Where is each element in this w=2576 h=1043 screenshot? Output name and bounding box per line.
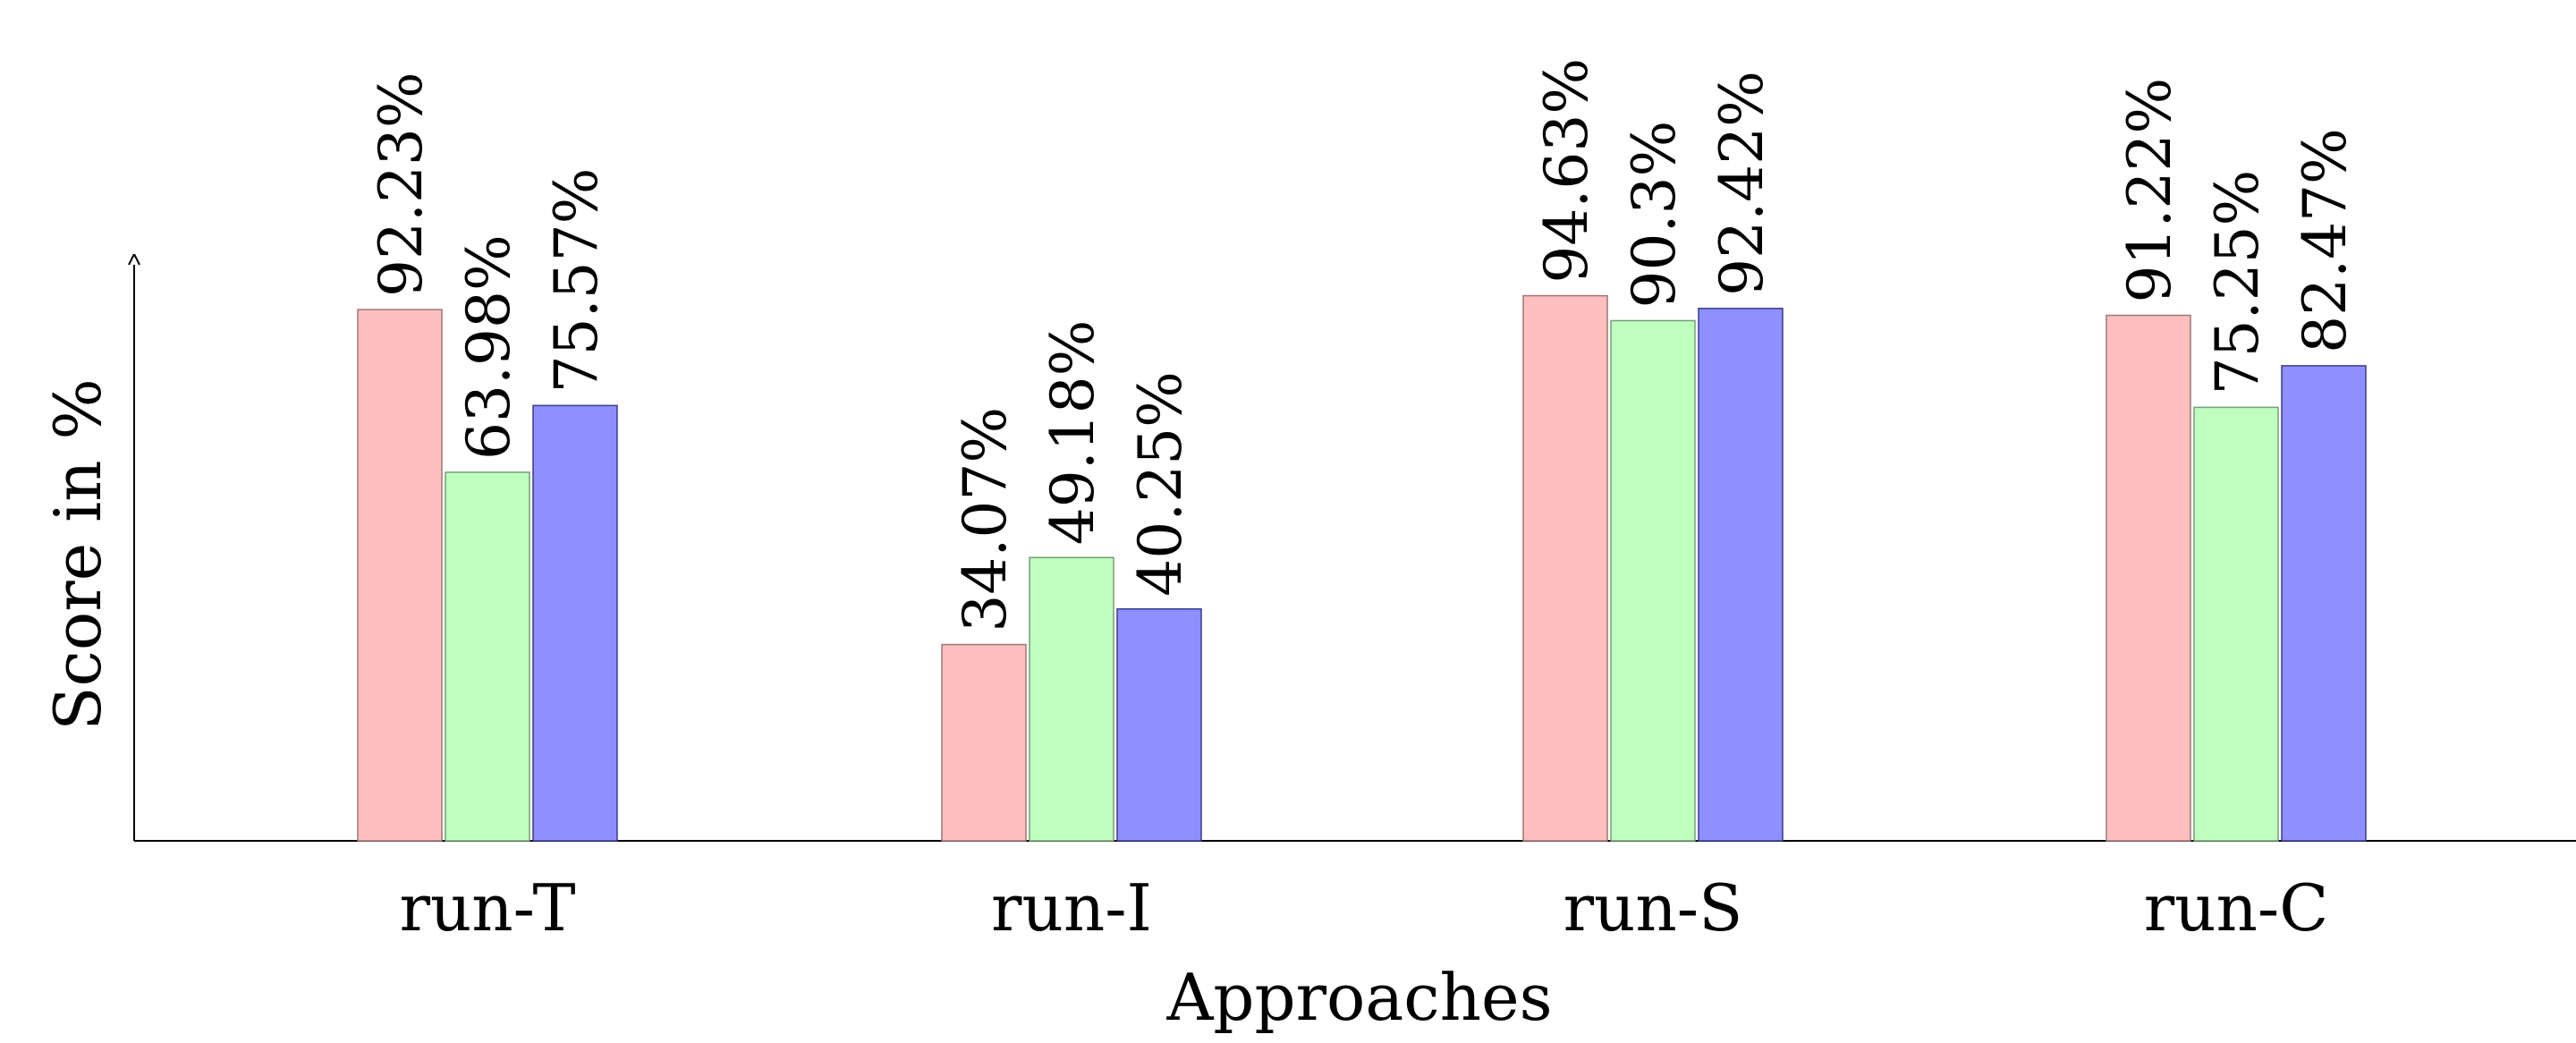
- bar-run-T-s1: [357, 309, 443, 842]
- value-labels-group: 92.23% 63.98% 75.57% 34.07% 49.18% 40.25% 94.6…: [367, 58, 2360, 632]
- value-label-run-T-s3: 75.57%: [542, 168, 611, 394]
- bar-run-T-s3: [532, 404, 618, 842]
- bar-run-S-s1: [1522, 294, 1608, 842]
- bar-run-T-s2: [445, 471, 530, 842]
- y-axis-title: Score in %: [40, 378, 115, 731]
- value-label-run-S-s2: 90.3%: [1620, 121, 1689, 309]
- bar-run-C-s1: [2106, 314, 2191, 842]
- bar-run-S-s2: [1610, 319, 1696, 842]
- value-label-run-C-s1: 91.22%: [2115, 78, 2184, 303]
- x-tick-label-run-I: run-I: [991, 870, 1152, 945]
- x-axis-title: Approaches: [1165, 960, 1552, 1035]
- value-label-run-T-s2: 63.98%: [454, 234, 523, 460]
- bar-run-C-s3: [2281, 365, 2367, 842]
- category-labels-group: run-T run-I run-S run-C: [400, 870, 2329, 945]
- value-label-run-S-s1: 94.63%: [1532, 58, 1601, 284]
- x-tick-label-run-C: run-C: [2144, 870, 2329, 945]
- value-label-run-I-s2: 49.18%: [1038, 320, 1107, 546]
- x-tick-label-run-S: run-S: [1563, 870, 1743, 945]
- bar-run-I-s1: [941, 643, 1027, 842]
- value-label-run-I-s1: 34.07%: [951, 407, 1020, 632]
- bar-run-I-s3: [1116, 608, 1202, 842]
- value-label-run-C-s3: 82.47%: [2291, 128, 2360, 353]
- value-label-run-C-s2: 75.25%: [2203, 170, 2272, 395]
- value-label-run-S-s3: 92.42%: [1707, 71, 1776, 296]
- bar-run-S-s3: [1698, 308, 1784, 842]
- bar-run-C-s2: [2193, 406, 2279, 842]
- bars-group: [357, 294, 2367, 842]
- x-tick-label-run-T: run-T: [400, 870, 576, 945]
- value-label-run-I-s3: 40.25%: [1126, 371, 1195, 597]
- bar-run-I-s2: [1029, 556, 1114, 842]
- value-label-run-T-s1: 92.23%: [367, 72, 436, 297]
